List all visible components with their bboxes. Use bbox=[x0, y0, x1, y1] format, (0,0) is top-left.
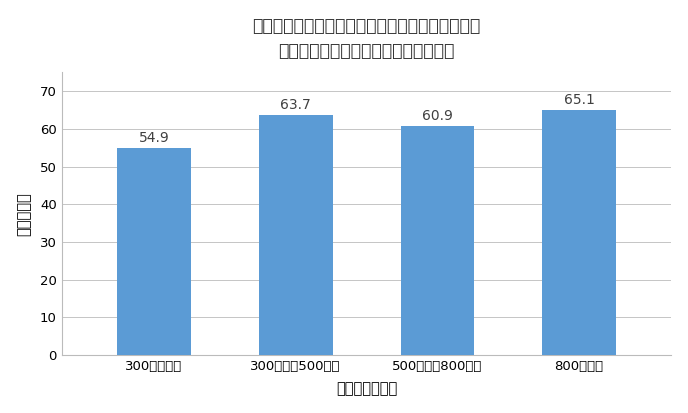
Y-axis label: 割合（％）: 割合（％） bbox=[17, 192, 32, 235]
Bar bbox=[400, 126, 474, 355]
Text: 54.9: 54.9 bbox=[138, 131, 169, 145]
Text: 60.9: 60.9 bbox=[422, 109, 453, 123]
Text: 65.1: 65.1 bbox=[563, 93, 594, 107]
X-axis label: 年間の世帯収入: 年間の世帯収入 bbox=[336, 381, 397, 396]
Bar bbox=[259, 115, 332, 355]
Text: 63.7: 63.7 bbox=[280, 98, 311, 112]
Title: 図２　世帯収入別に見た新型コロナのワクチンを
接種するつもりと回答した人々の割合: 図２ 世帯収入別に見た新型コロナのワクチンを 接種するつもりと回答した人々の割合 bbox=[252, 17, 481, 59]
Bar bbox=[117, 148, 191, 355]
Bar bbox=[542, 110, 616, 355]
